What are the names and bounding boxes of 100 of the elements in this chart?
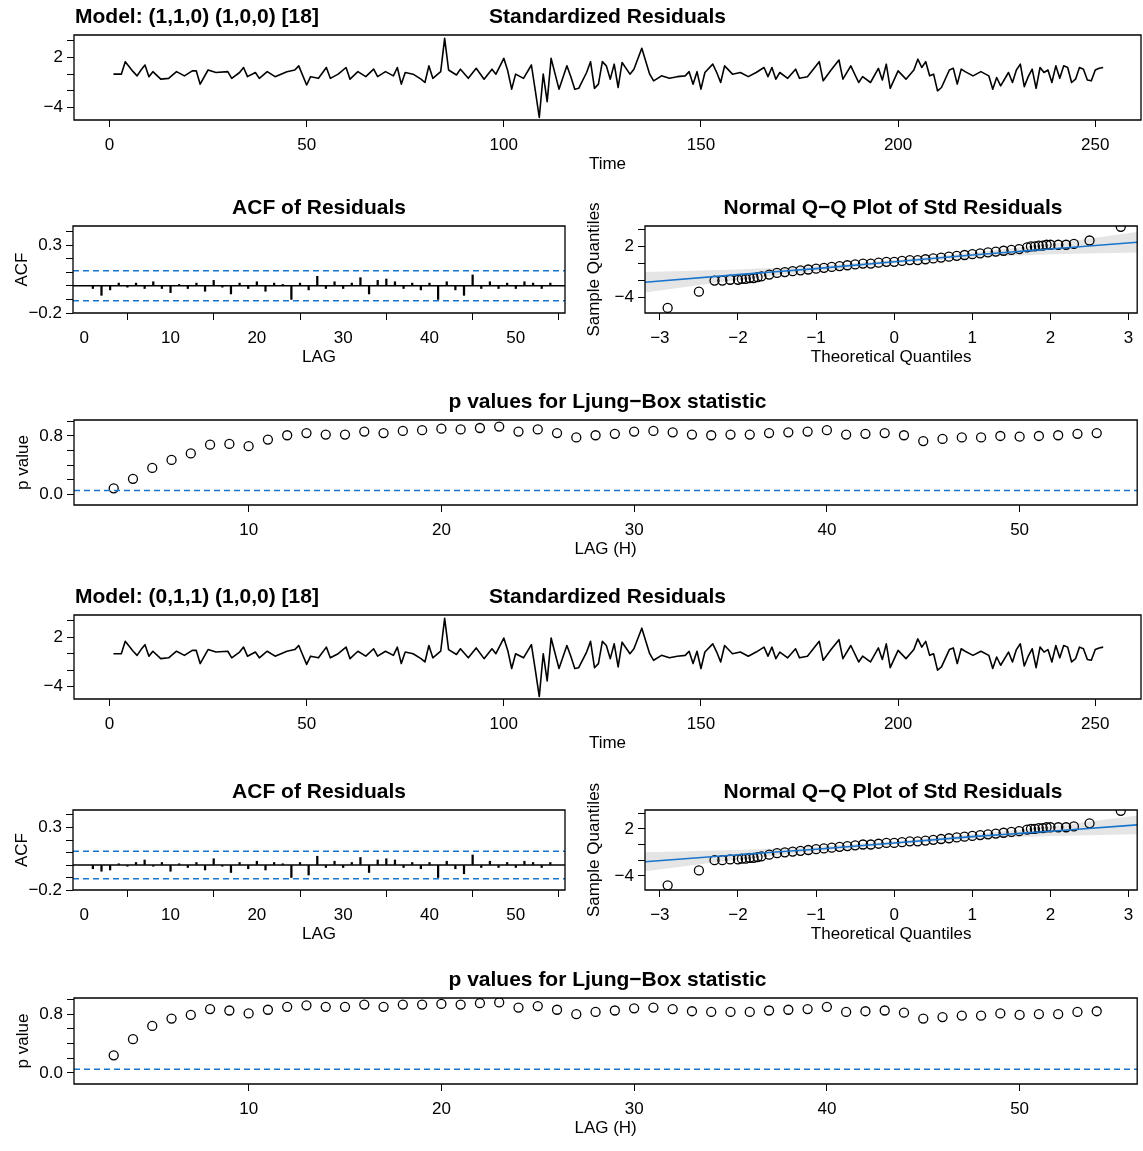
point xyxy=(795,845,806,856)
x-axis-title: LAG xyxy=(301,924,337,944)
point xyxy=(951,832,962,843)
point xyxy=(709,275,720,286)
point xyxy=(889,256,900,267)
point xyxy=(1029,241,1040,252)
point xyxy=(998,827,1009,838)
chart-title: p values for Ljung−Box statistic xyxy=(447,389,768,413)
point xyxy=(920,254,931,265)
point xyxy=(127,1034,139,1045)
y-tick-label: 0.8 xyxy=(39,425,63,445)
y-tick-label: −0.2 xyxy=(28,879,62,899)
x-tick-label: 20 xyxy=(431,519,451,539)
point xyxy=(956,432,967,443)
point xyxy=(771,847,783,859)
point xyxy=(717,855,728,866)
point xyxy=(1033,822,1044,834)
x-tick-label: 50 xyxy=(297,134,317,154)
point xyxy=(1072,428,1083,439)
point xyxy=(513,426,524,437)
x-tick-label: 1 xyxy=(967,327,978,347)
point xyxy=(810,844,822,855)
point xyxy=(1033,430,1045,442)
point xyxy=(889,837,900,849)
x-tick-label: 0 xyxy=(889,904,899,924)
y-tick-label: 2 xyxy=(624,818,634,838)
point xyxy=(147,1020,158,1032)
point xyxy=(787,846,798,857)
point xyxy=(474,998,486,1009)
point xyxy=(474,422,486,434)
point xyxy=(1025,241,1037,252)
x-tick-label: −3 xyxy=(650,327,670,347)
point xyxy=(857,839,869,850)
point xyxy=(1021,242,1033,253)
point xyxy=(725,1006,736,1018)
point xyxy=(756,271,767,282)
x-tick-label: −2 xyxy=(728,904,748,924)
x-tick-label: 200 xyxy=(883,134,913,154)
y-axis-title: Sample Quantiles xyxy=(583,202,603,337)
y-axis-title: ACF xyxy=(11,252,31,287)
x-tick-label: 0 xyxy=(79,327,89,347)
point xyxy=(763,1005,775,1016)
chart-title: ACF of Residuals xyxy=(231,195,407,219)
point xyxy=(1006,826,1017,838)
point xyxy=(928,834,939,845)
point xyxy=(1068,238,1080,250)
x-tick-label: 10 xyxy=(239,519,259,539)
point xyxy=(706,1006,717,1018)
point xyxy=(725,274,736,285)
x-tick-label: 0 xyxy=(104,134,115,154)
point xyxy=(1006,244,1017,256)
point xyxy=(818,262,830,273)
y-tick-label: 0.3 xyxy=(38,234,62,254)
point xyxy=(834,260,845,272)
point xyxy=(717,275,728,286)
x-tick-label: 2 xyxy=(1045,327,1056,347)
point xyxy=(551,427,563,439)
point xyxy=(821,1001,833,1012)
point xyxy=(975,248,986,259)
point xyxy=(783,1004,794,1015)
y-axis-title: ACF xyxy=(11,833,31,867)
point xyxy=(185,1009,196,1021)
x-tick-label: −2 xyxy=(728,327,748,347)
point xyxy=(513,1002,524,1013)
x-axis-title: LAG (H) xyxy=(574,539,637,559)
point xyxy=(609,428,620,439)
point xyxy=(436,998,447,1010)
point xyxy=(1041,239,1052,250)
point xyxy=(826,261,837,273)
x-tick-label: 0 xyxy=(104,713,115,733)
point xyxy=(860,1006,871,1017)
point xyxy=(898,1007,910,1018)
point xyxy=(243,441,254,452)
point xyxy=(1014,826,1025,837)
point xyxy=(224,1005,235,1016)
x-tick-label: 10 xyxy=(161,904,180,924)
point xyxy=(667,427,678,438)
x-tick-label: −3 xyxy=(650,904,670,924)
y-tick-label: 0.0 xyxy=(39,1062,63,1082)
x-tick-label: 3 xyxy=(1123,327,1134,347)
point xyxy=(959,831,970,842)
chart-title: Normal Q−Q Plot of Std Residuals xyxy=(722,779,1064,803)
point xyxy=(834,841,845,853)
point xyxy=(686,1006,698,1017)
point xyxy=(744,852,755,863)
point xyxy=(416,425,428,436)
point xyxy=(821,425,833,436)
point xyxy=(648,425,659,437)
x-tick-label: 1 xyxy=(967,904,978,924)
point xyxy=(912,254,923,266)
point xyxy=(881,837,892,849)
point xyxy=(1091,1006,1102,1017)
point xyxy=(873,838,884,849)
point xyxy=(990,246,1001,257)
x-tick-label: 30 xyxy=(624,1098,644,1118)
point xyxy=(706,430,717,441)
point xyxy=(943,251,955,262)
point xyxy=(928,253,939,264)
point xyxy=(736,273,748,285)
point xyxy=(841,429,852,440)
